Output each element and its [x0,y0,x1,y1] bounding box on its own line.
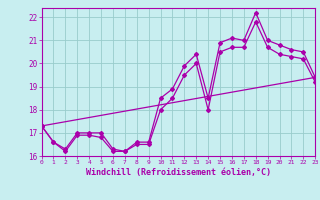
X-axis label: Windchill (Refroidissement éolien,°C): Windchill (Refroidissement éolien,°C) [86,168,271,177]
